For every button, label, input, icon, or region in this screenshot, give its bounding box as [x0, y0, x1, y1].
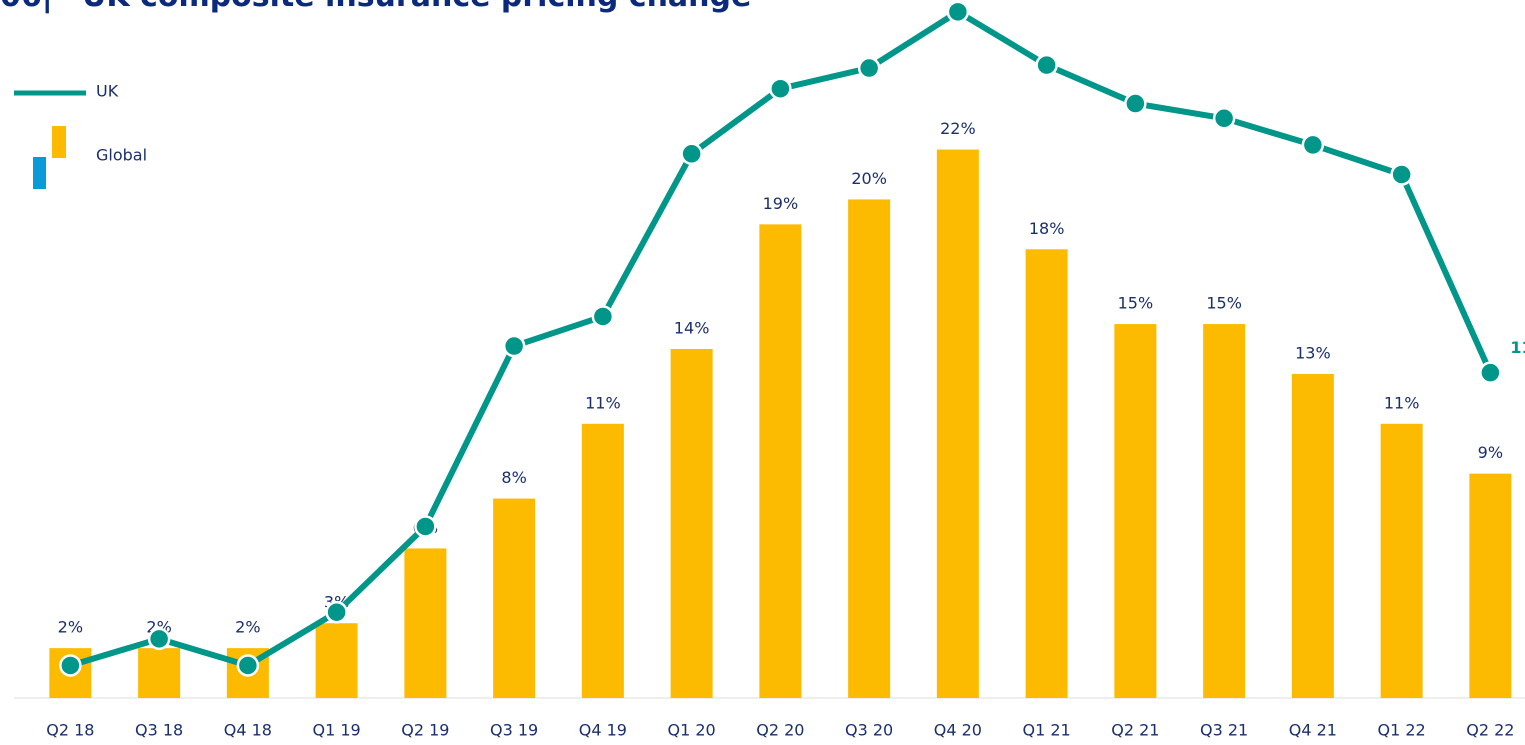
x-tick-label: Q4 20: [934, 721, 982, 740]
bar: [1025, 249, 1068, 699]
bar-label: 2%: [58, 618, 83, 637]
x-tick-label: Q1 20: [668, 721, 716, 740]
x-tick-label: Q2 21: [1111, 721, 1159, 740]
x-tick-label: Q2 19: [401, 721, 449, 740]
bar: [848, 199, 891, 698]
x-tick-label: Q3 18: [135, 721, 183, 740]
bar: [1469, 473, 1512, 698]
line-point: [325, 600, 348, 624]
line-point: [147, 627, 171, 651]
bar: [581, 423, 624, 698]
bar-label: 9%: [1478, 443, 1503, 462]
line-point: [1035, 53, 1058, 77]
title-prefix: 06|: [0, 0, 53, 14]
x-tick-label: Q3 21: [1200, 721, 1248, 740]
bar: [493, 498, 536, 698]
legend-label: Global: [96, 146, 147, 165]
x-tick-label: Q2 22: [1466, 721, 1514, 740]
x-tick-label: Q1 21: [1023, 721, 1071, 740]
bar-label: 15%: [1206, 294, 1242, 313]
x-tick-label: Q3 19: [490, 721, 538, 740]
bar-label: 8%: [501, 468, 526, 487]
bar: [1203, 324, 1246, 698]
bar-label: 19%: [763, 194, 799, 213]
x-tick-label: Q1 19: [313, 721, 361, 740]
bar-label: 11%: [585, 393, 621, 412]
line-point: [769, 77, 792, 100]
x-tick-label: Q4 21: [1289, 721, 1337, 740]
x-tick-label: Q3 20: [845, 721, 893, 740]
line-point: [680, 142, 703, 166]
bar: [138, 648, 181, 698]
bar: [936, 149, 979, 699]
line-point: [1390, 163, 1413, 186]
x-tick-label: Q2 18: [46, 721, 94, 740]
line-point: [236, 654, 260, 677]
line-point: [414, 515, 437, 538]
x-tick-label: Q2 20: [756, 721, 804, 740]
x-tick-label: Q4 19: [579, 721, 627, 740]
line-point: [1124, 92, 1147, 115]
bar: [1114, 324, 1157, 698]
line-label: 11%: [1510, 338, 1525, 357]
bar: [315, 623, 358, 698]
line-point: [1479, 361, 1502, 384]
bar-label: 13%: [1295, 343, 1331, 362]
chart-title: UK composite insurance pricing change: [82, 0, 751, 14]
bar: [759, 224, 802, 698]
line-point: [857, 56, 881, 80]
line-point: [59, 654, 82, 677]
bar-label: 22%: [940, 119, 976, 138]
bar-label: 14%: [674, 319, 710, 338]
line-point: [591, 305, 615, 328]
bar: [404, 548, 447, 698]
line-point: [946, 0, 970, 24]
bar: [670, 349, 713, 698]
line-point: [502, 334, 526, 358]
x-tick-label: Q1 22: [1378, 721, 1426, 740]
bar-label: 18%: [1029, 219, 1065, 238]
bar-label: 20%: [851, 169, 887, 188]
x-tick-label: Q4 18: [224, 721, 272, 740]
bar-label: 2%: [235, 618, 260, 637]
bar: [1380, 423, 1423, 698]
line-point: [1212, 107, 1236, 130]
bar-label: 15%: [1118, 294, 1154, 313]
legend-swatch: [52, 126, 66, 158]
bar-label: 11%: [1384, 393, 1420, 412]
line-point: [1301, 133, 1325, 157]
legend-label: UK: [96, 82, 119, 101]
bar: [1291, 373, 1334, 698]
legend-swatch: [33, 157, 46, 189]
